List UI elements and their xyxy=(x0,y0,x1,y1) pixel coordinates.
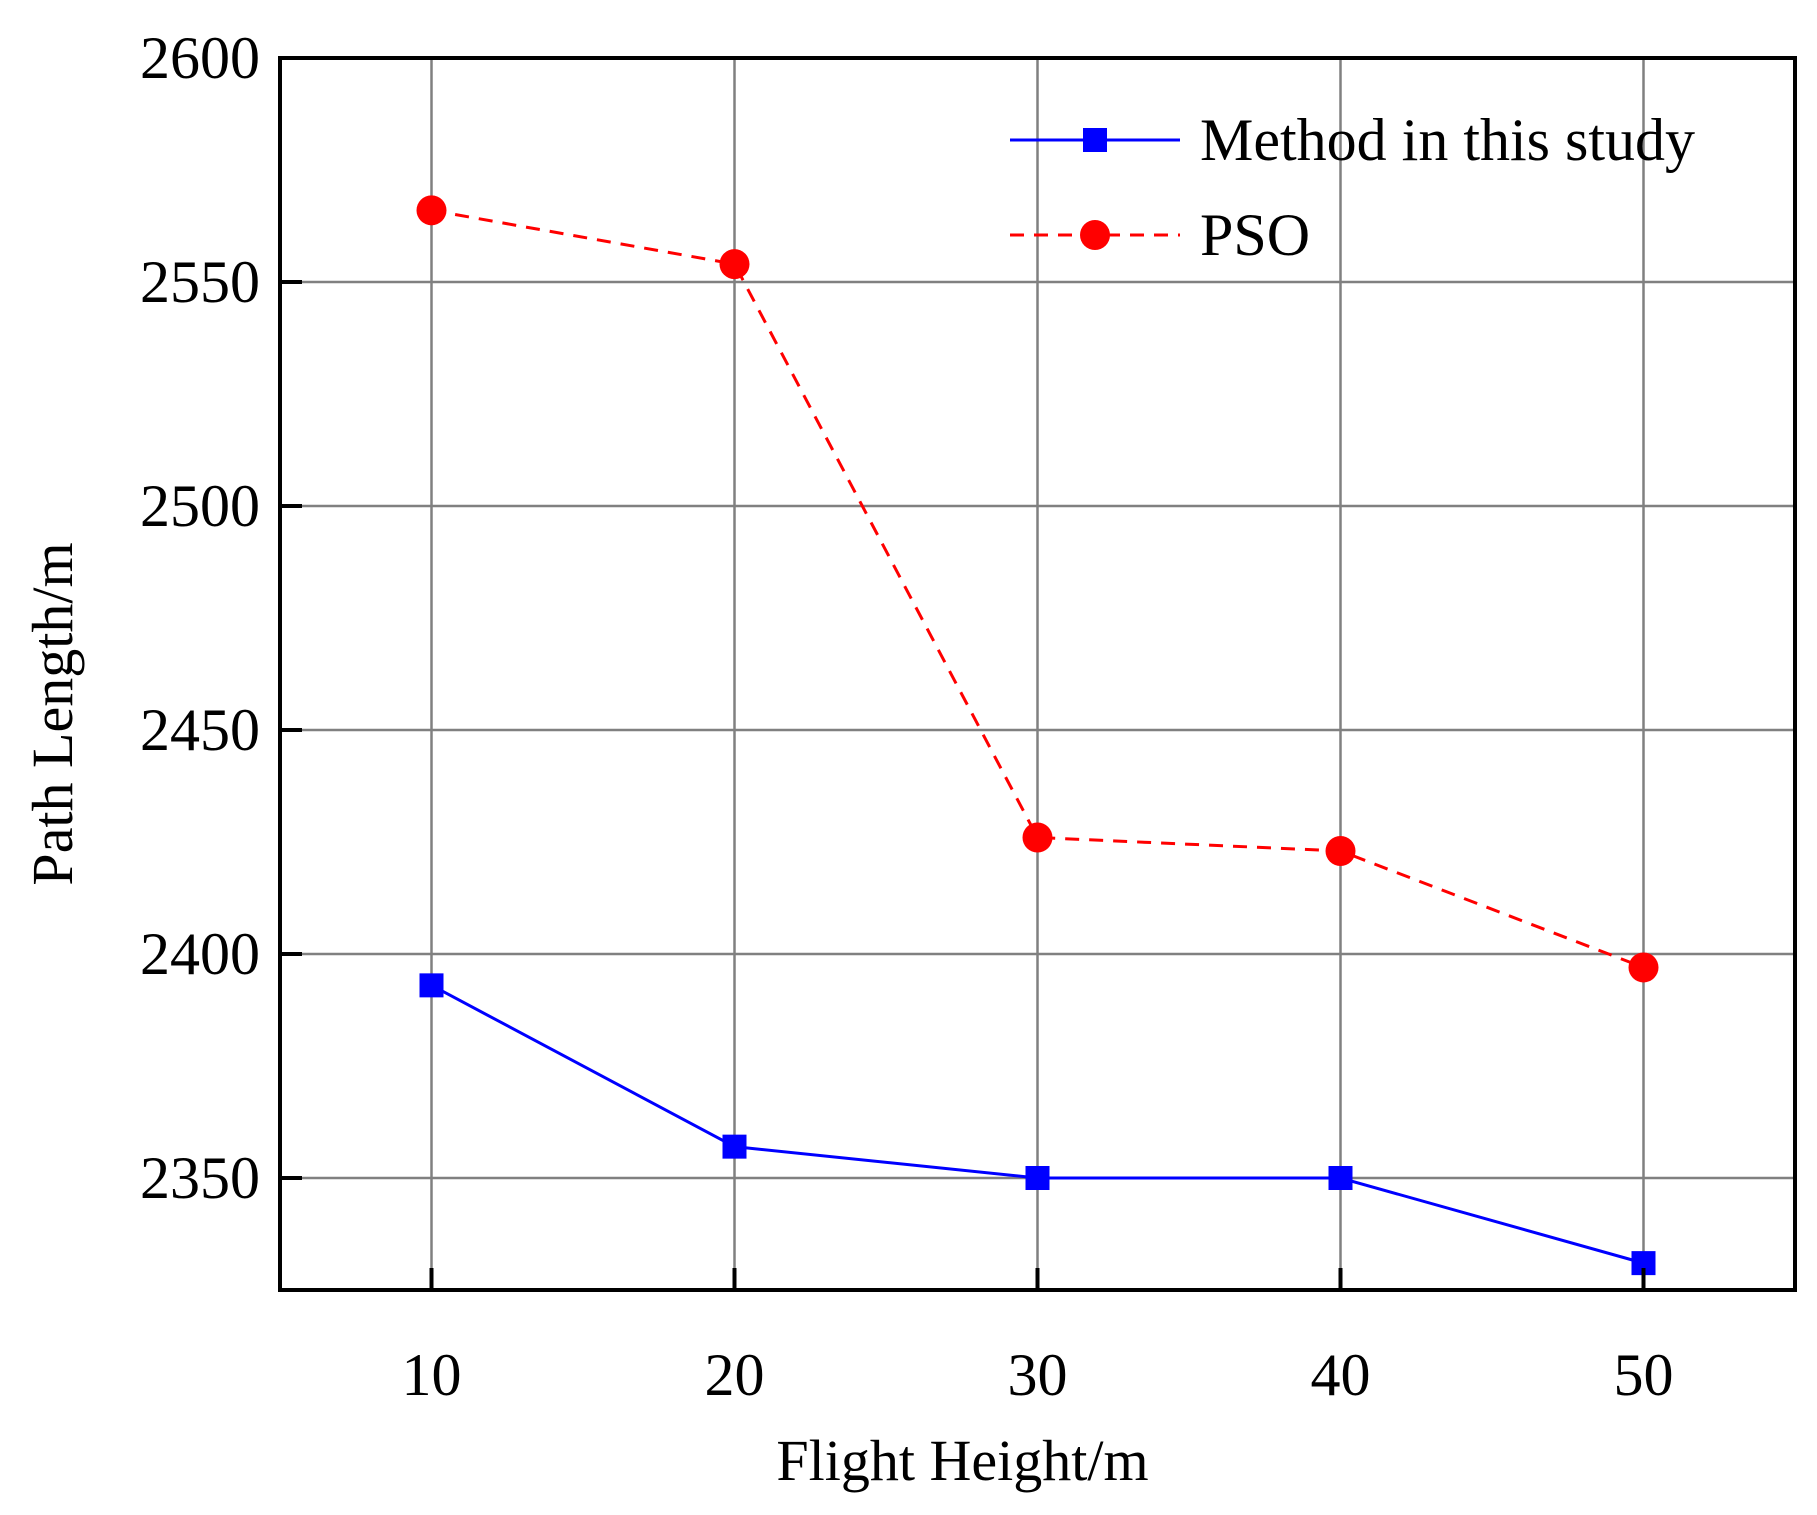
y-tick-label: 2450 xyxy=(140,697,260,763)
x-tick-label: 50 xyxy=(1614,1342,1674,1408)
series-layer xyxy=(416,195,1659,1276)
data-point xyxy=(1325,835,1356,866)
legend-marker xyxy=(1080,220,1110,250)
legend-label: Method in this study xyxy=(1200,107,1695,173)
legend: Method in this study PSO xyxy=(1010,107,1695,268)
x-tick-label: 10 xyxy=(402,1342,462,1408)
y-tick-label: 2600 xyxy=(140,25,260,91)
data-point xyxy=(1628,952,1659,983)
series-line xyxy=(431,208,1645,969)
legend-label: PSO xyxy=(1200,202,1310,268)
y-tick-label: 2500 xyxy=(140,473,260,539)
data-point xyxy=(722,1134,747,1159)
x-axis-title: Flight Height/m xyxy=(776,1428,1148,1493)
data-point xyxy=(1022,822,1053,853)
legend-marker xyxy=(1083,128,1107,152)
series-1 xyxy=(416,195,1659,983)
data-point xyxy=(419,973,444,998)
series-0 xyxy=(419,973,1656,1276)
x-tick-label: 40 xyxy=(1311,1342,1371,1408)
grid xyxy=(280,56,1795,1290)
x-tick-label: 30 xyxy=(1008,1342,1068,1408)
y-tick-label: 2400 xyxy=(140,921,260,987)
data-point xyxy=(719,249,750,280)
data-point xyxy=(1328,1166,1353,1190)
y-tick-label: 2550 xyxy=(140,249,260,315)
data-point xyxy=(416,195,447,226)
x-tick-label: 20 xyxy=(705,1342,765,1408)
y-axis-title: Path Length/m xyxy=(20,542,85,885)
axis-ticks: 10 20 30 40 50 2350 2400 2450 2500 2550 2600 xyxy=(140,25,1674,1408)
legend-entry: PSO xyxy=(1010,202,1310,268)
data-point xyxy=(1025,1166,1050,1190)
legend-entry: Method in this study xyxy=(1010,107,1695,173)
y-tick-label: 2350 xyxy=(140,1145,260,1211)
